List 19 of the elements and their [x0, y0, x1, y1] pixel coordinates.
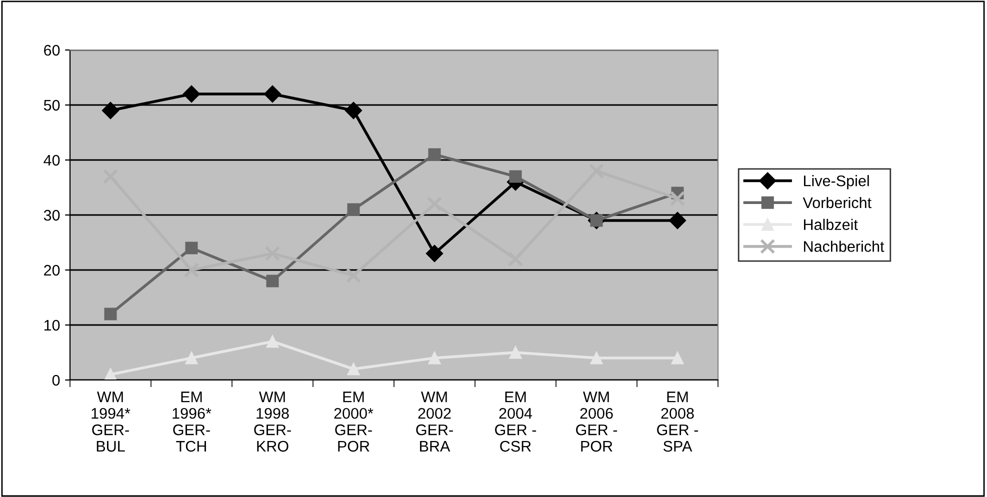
x-tick-label: EM 2008 GER - SPA: [657, 392, 698, 452]
y-tick-label: 30: [44, 210, 60, 221]
x-tick-label: EM 2000* GER- POR: [334, 392, 374, 452]
y-tick-label: 50: [44, 100, 60, 111]
legend-label: Live-Spiel: [804, 175, 869, 190]
y-tick-label: 60: [44, 44, 60, 56]
x-tick-label: WM 2002 GER- BRA: [416, 392, 453, 452]
x-tick-label: WM 1998 GER- KRO: [254, 392, 291, 452]
y-tick-label: 10: [44, 320, 60, 331]
x-tick-label: WM 2006 GER - POR: [576, 392, 618, 452]
y-tick-label: 20: [44, 264, 60, 276]
x-tick-label: WM 1994* GER- BUL: [92, 392, 130, 452]
legend-label: Nachbericht: [804, 240, 884, 252]
x-tick-label: EM 1996* GER- TCH: [172, 392, 212, 452]
x-tick-label: EM 2004 GER - CSR: [495, 392, 536, 452]
legend-label: Halbzeit: [804, 218, 858, 230]
y-tick-label: 40: [44, 154, 60, 166]
legend-label: Vorbericht: [802, 196, 872, 208]
y-tick-label: 0: [52, 374, 60, 386]
